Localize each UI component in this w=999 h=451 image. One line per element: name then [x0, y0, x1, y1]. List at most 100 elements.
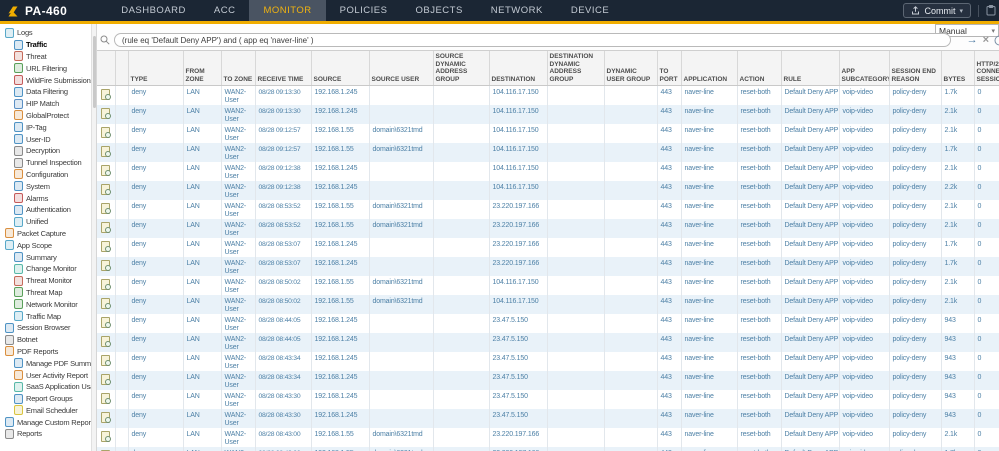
cell-receive_time[interactable]: 08/28 08:53:07: [255, 238, 311, 257]
cell-destination[interactable]: 23.220.197.166: [489, 219, 547, 238]
sidebar-item-configuration[interactable]: Configuration: [0, 169, 91, 181]
col-header-destination_dynamic_address_group[interactable]: DESTINATION DYNAMIC ADDRESS GROUP: [547, 51, 604, 86]
cell-http2_connection_session[interactable]: 0: [974, 124, 999, 143]
table-row[interactable]: denyLANWAN2-User08/28 09:12:57192.168.1.…: [97, 143, 999, 162]
cell-session_end_reason[interactable]: policy-deny: [889, 447, 941, 451]
cell-from_zone[interactable]: LAN: [183, 238, 221, 257]
commit-button[interactable]: Commit ▾: [903, 3, 971, 18]
cell-to_zone[interactable]: WAN2-User: [221, 257, 255, 276]
cell-source[interactable]: 192.168.1.55: [311, 124, 369, 143]
cell-source[interactable]: 192.168.1.245: [311, 409, 369, 428]
cell-rule[interactable]: Default Deny APP: [781, 447, 839, 451]
sidebar-item-packet-capture[interactable]: Packet Capture: [0, 228, 91, 240]
sidebar-item-app-scope[interactable]: App Scope: [0, 239, 91, 251]
table-row[interactable]: denyLANWAN2-User08/28 08:43:30192.168.1.…: [97, 409, 999, 428]
cell-to_port[interactable]: 443: [657, 371, 681, 390]
table-row[interactable]: denyLANWAN2-User08/28 09:12:57192.168.1.…: [97, 124, 999, 143]
cell-app_subcategory[interactable]: voip-video: [839, 390, 889, 409]
log-detail-icon[interactable]: [101, 127, 110, 138]
cell-from_zone[interactable]: LAN: [183, 333, 221, 352]
cell-source[interactable]: 192.168.1.55: [311, 428, 369, 447]
cell-to_port[interactable]: 443: [657, 314, 681, 333]
cell-rule[interactable]: Default Deny APP: [781, 314, 839, 333]
cell-source_user[interactable]: domain\6321tmd: [369, 143, 433, 162]
cell-receive_time[interactable]: 08/28 09:12:38: [255, 162, 311, 181]
cell-source_user[interactable]: domain\6321tmd: [369, 124, 433, 143]
cell-action[interactable]: reset-both: [737, 352, 781, 371]
cell-action[interactable]: reset-both: [737, 124, 781, 143]
table-row[interactable]: denyLANWAN2-User08/28 08:43:30192.168.1.…: [97, 390, 999, 409]
cell-rule[interactable]: Default Deny APP: [781, 295, 839, 314]
cell-app_subcategory[interactable]: voip-video: [839, 371, 889, 390]
sidebar-item-network-monitor[interactable]: Network Monitor: [0, 298, 91, 310]
log-detail-icon[interactable]: [101, 203, 110, 214]
cell-to_port[interactable]: 443: [657, 181, 681, 200]
cell-destination[interactable]: 104.116.17.150: [489, 276, 547, 295]
cell-app_subcategory[interactable]: voip-video: [839, 409, 889, 428]
cell-rule[interactable]: Default Deny APP: [781, 143, 839, 162]
cell-to_zone[interactable]: WAN2-User: [221, 428, 255, 447]
cell-receive_time[interactable]: 08/28 08:43:34: [255, 371, 311, 390]
table-row[interactable]: denyLANWAN2-User08/28 08:53:52192.168.1.…: [97, 200, 999, 219]
table-row[interactable]: denyLANWAN2-User08/28 09:13:30192.168.1.…: [97, 86, 999, 106]
cell-destination[interactable]: 104.116.17.150: [489, 105, 547, 124]
cell-to_port[interactable]: 443: [657, 257, 681, 276]
tab-dashboard[interactable]: DASHBOARD: [107, 0, 200, 21]
cell-bytes[interactable]: 943: [941, 409, 974, 428]
cell-action[interactable]: reset-both: [737, 276, 781, 295]
cell-app_subcategory[interactable]: voip-video: [839, 86, 889, 106]
cell-http2_connection_session[interactable]: 0: [974, 276, 999, 295]
cell-destination[interactable]: 23.47.5.150: [489, 390, 547, 409]
cell-source[interactable]: 192.168.1.55: [311, 295, 369, 314]
cell-receive_time[interactable]: 08/28 09:13:30: [255, 86, 311, 106]
cell-app_subcategory[interactable]: voip-video: [839, 333, 889, 352]
col-header-select[interactable]: [115, 51, 128, 86]
cell-from_zone[interactable]: LAN: [183, 105, 221, 124]
cell-to_zone[interactable]: WAN2-User: [221, 390, 255, 409]
cell-application[interactable]: naver-line: [681, 390, 737, 409]
table-row[interactable]: denyLANWAN2-User08/28 08:43:34192.168.1.…: [97, 371, 999, 390]
cell-bytes[interactable]: 2.2k: [941, 181, 974, 200]
col-header-rule[interactable]: RULE: [781, 51, 839, 86]
sidebar-item-decryption[interactable]: Decryption: [0, 145, 91, 157]
cell-http2_connection_session[interactable]: 0: [974, 314, 999, 333]
table-row[interactable]: denyLANWAN2-User08/28 08:43:00192.168.1.…: [97, 447, 999, 451]
sidebar-item-traffic-map[interactable]: Traffic Map: [0, 310, 91, 322]
cell-destination[interactable]: 23.47.5.150: [489, 314, 547, 333]
cell-to_zone[interactable]: WAN2-User: [221, 447, 255, 451]
cell-application[interactable]: naver-line: [681, 219, 737, 238]
sidebar-item-reports[interactable]: Reports: [0, 428, 91, 440]
cell-destination[interactable]: 104.116.17.150: [489, 181, 547, 200]
col-header-http2_connection_session[interactable]: HTTP/2 CONNECTION SESSION: [974, 51, 999, 86]
cell-from_zone[interactable]: LAN: [183, 409, 221, 428]
cell-app_subcategory[interactable]: voip-video: [839, 428, 889, 447]
table-row[interactable]: denyLANWAN2-User08/28 08:53:07192.168.1.…: [97, 238, 999, 257]
cell-type[interactable]: deny: [128, 105, 183, 124]
cell-rule[interactable]: Default Deny APP: [781, 162, 839, 181]
cell-bytes[interactable]: 2.1k: [941, 105, 974, 124]
cell-from_zone[interactable]: LAN: [183, 371, 221, 390]
cell-destination[interactable]: 104.116.17.150: [489, 295, 547, 314]
sidebar-item-user-activity-report[interactable]: User Activity Report: [0, 369, 91, 381]
cell-application[interactable]: naver-line: [681, 352, 737, 371]
col-header-receive_time[interactable]: RECEIVE TIME: [255, 51, 311, 86]
log-detail-icon[interactable]: [101, 146, 110, 157]
cell-http2_connection_session[interactable]: 0: [974, 352, 999, 371]
cell-source[interactable]: 192.168.1.55: [311, 219, 369, 238]
cell-http2_connection_session[interactable]: 0: [974, 200, 999, 219]
cell-app_subcategory[interactable]: voip-video: [839, 124, 889, 143]
cell-bytes[interactable]: 943: [941, 390, 974, 409]
cell-from_zone[interactable]: LAN: [183, 314, 221, 333]
cell-http2_connection_session[interactable]: 0: [974, 409, 999, 428]
cell-http2_connection_session[interactable]: 0: [974, 143, 999, 162]
cell-type[interactable]: deny: [128, 181, 183, 200]
cell-type[interactable]: deny: [128, 409, 183, 428]
cell-application[interactable]: naver-line: [681, 105, 737, 124]
cell-to_port[interactable]: 443: [657, 200, 681, 219]
cell-rule[interactable]: Default Deny APP: [781, 124, 839, 143]
cell-receive_time[interactable]: 08/28 08:43:00: [255, 428, 311, 447]
cell-source[interactable]: 192.168.1.245: [311, 86, 369, 106]
cell-to_zone[interactable]: WAN2-User: [221, 86, 255, 106]
cell-bytes[interactable]: 1.7k: [941, 238, 974, 257]
col-header-bytes[interactable]: BYTES: [941, 51, 974, 86]
